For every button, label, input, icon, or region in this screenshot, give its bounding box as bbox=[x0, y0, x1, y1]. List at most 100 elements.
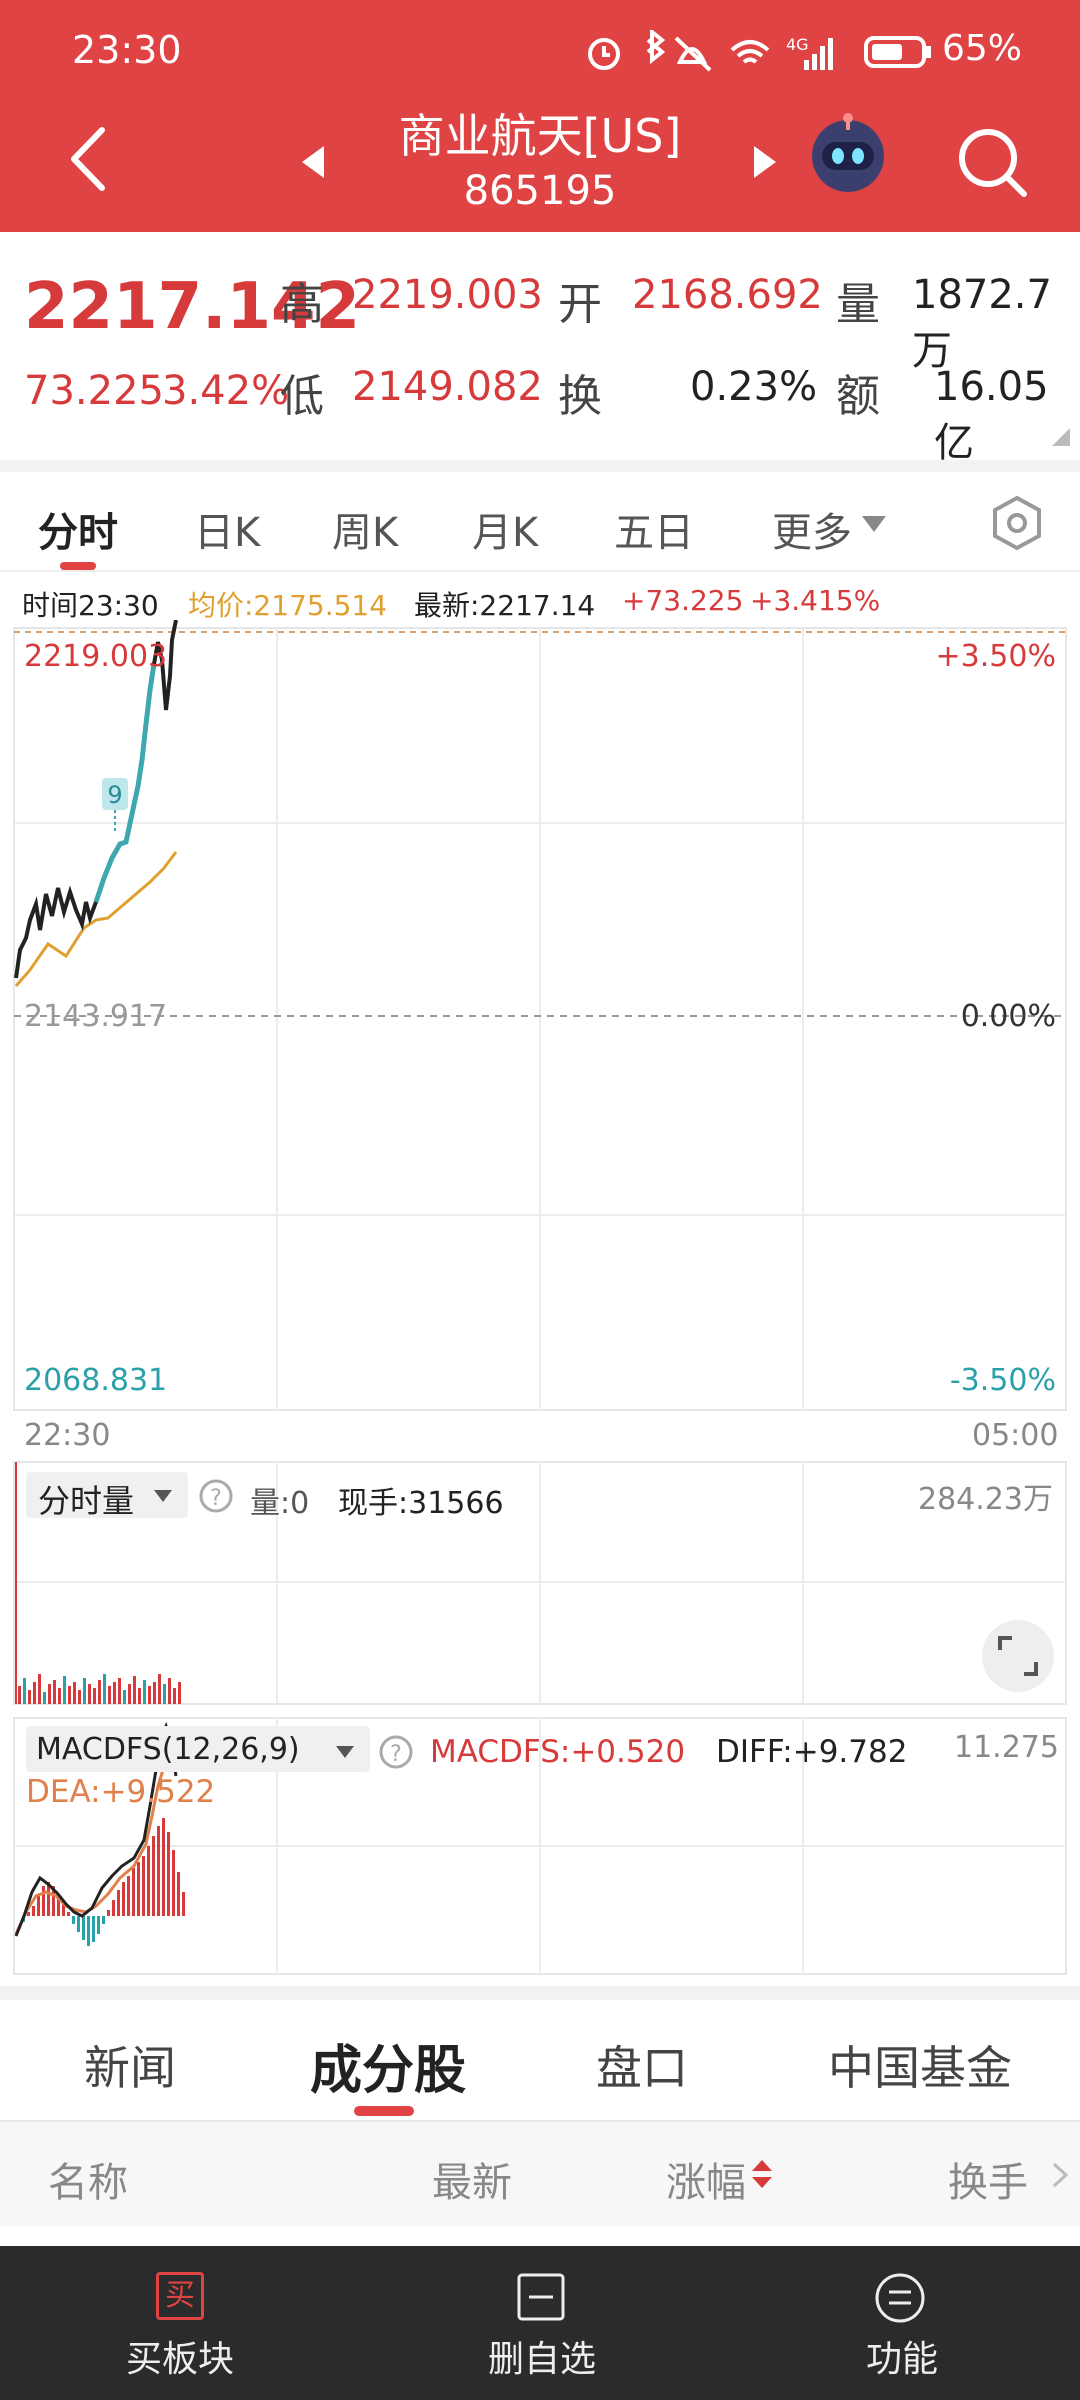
volume-bar bbox=[128, 1684, 131, 1704]
help-icon[interactable]: ? bbox=[378, 1734, 414, 1770]
next-item-icon[interactable] bbox=[752, 142, 782, 182]
volume-bar bbox=[178, 1682, 181, 1704]
buy-icon[interactable]: 买 bbox=[156, 2272, 204, 2320]
amount-value: 16.05亿 bbox=[934, 364, 1049, 466]
volume-dropdown-icon[interactable] bbox=[152, 1488, 174, 1504]
macd-selector-label: MACDFS(12,26,9) bbox=[36, 1732, 300, 1767]
current-price: 2217.142 bbox=[24, 270, 361, 344]
tab-more[interactable]: 更多 bbox=[772, 510, 852, 556]
menu-function-icon[interactable] bbox=[874, 2272, 926, 2324]
price-chart[interactable]: 9 2219.003 2143.917 2068.831 +3.50% 0.00… bbox=[0, 620, 1080, 1420]
volume-chart[interactable] bbox=[0, 1460, 1080, 1706]
function-button[interactable]: 功能 bbox=[866, 2339, 939, 2380]
volume-bar bbox=[163, 1684, 166, 1704]
diff-value: DIFF:+9.782 bbox=[716, 1734, 908, 1770]
list-header bbox=[0, 2122, 1080, 2226]
info-change-pct: +3.415% bbox=[750, 584, 881, 617]
fullscreen-icon[interactable] bbox=[998, 1636, 1038, 1676]
fullscreen-button[interactable] bbox=[982, 1620, 1054, 1692]
volume-bar bbox=[118, 1678, 121, 1704]
svg-text:?: ? bbox=[210, 1486, 222, 1511]
macd-bar bbox=[27, 1912, 30, 1916]
volume-bar bbox=[18, 1686, 21, 1704]
macd-selector[interactable] bbox=[26, 1726, 370, 1772]
macd-bar bbox=[162, 1818, 165, 1916]
macd-dropdown-icon[interactable] bbox=[334, 1744, 356, 1760]
pct-top-label: +3.50% bbox=[936, 639, 1056, 674]
macd-bar bbox=[167, 1832, 170, 1916]
back-icon[interactable] bbox=[64, 124, 114, 194]
avg-price-line bbox=[14, 851, 178, 987]
volume-bar bbox=[123, 1690, 126, 1704]
y-top-label: 2219.003 bbox=[24, 639, 167, 674]
macdfs-value: MACDFS:+0.520 bbox=[430, 1734, 686, 1770]
macd-bar bbox=[82, 1916, 85, 1940]
macd-bar bbox=[42, 1886, 45, 1916]
amount-label: 额 bbox=[836, 371, 880, 422]
header-bar: 23:30 4G 65% bbox=[0, 0, 1080, 232]
price-line-highlight bbox=[93, 663, 157, 903]
mute-icon bbox=[674, 36, 712, 72]
col-turnover[interactable]: 换手 bbox=[948, 2160, 1028, 2206]
macd-chart[interactable] bbox=[0, 1716, 1080, 1976]
y-bottom-label: 2068.831 bbox=[24, 1363, 167, 1398]
help-icon[interactable]: ? bbox=[198, 1478, 234, 1514]
macd-bar bbox=[127, 1876, 130, 1916]
index-code: 865195 bbox=[463, 168, 617, 214]
macd-bar bbox=[177, 1872, 180, 1916]
price-change: 73.225 bbox=[24, 368, 164, 414]
volume-bar bbox=[38, 1674, 41, 1704]
divider bbox=[0, 1986, 1080, 2000]
col-name[interactable]: 名称 bbox=[48, 2160, 128, 2206]
volume-bar bbox=[143, 1680, 146, 1704]
macd-bar bbox=[152, 1836, 155, 1916]
divider bbox=[0, 2120, 1080, 2122]
prev-item-icon[interactable] bbox=[296, 142, 326, 182]
high-value: 2219.003 bbox=[352, 272, 543, 318]
macd-bar bbox=[172, 1850, 175, 1916]
tab-order-book[interactable]: 盘口 bbox=[596, 2041, 688, 2095]
macd-bar bbox=[137, 1862, 140, 1916]
macd-bar bbox=[157, 1826, 160, 1916]
remove-watchlist-button[interactable]: 删自选 bbox=[488, 2339, 597, 2380]
macd-bar bbox=[122, 1882, 125, 1916]
macd-max: 11.275 bbox=[954, 1730, 1059, 1765]
sort-icon[interactable] bbox=[750, 2158, 774, 2190]
volume-bar bbox=[73, 1682, 76, 1704]
volume-bar bbox=[53, 1680, 56, 1704]
info-change: +73.225 bbox=[622, 584, 744, 617]
turnover-value: 0.23% bbox=[690, 364, 818, 410]
marker-badge bbox=[102, 778, 128, 810]
macd-bar bbox=[132, 1868, 135, 1916]
tab-intraday[interactable]: 分时 bbox=[38, 510, 118, 556]
volume-selector-label: 分时量 bbox=[38, 1482, 135, 1520]
search-icon[interactable] bbox=[954, 124, 1030, 200]
tab-china-funds[interactable]: 中国基金 bbox=[828, 2041, 1012, 2095]
volume-bar bbox=[158, 1674, 161, 1704]
open-value: 2168.692 bbox=[632, 272, 823, 318]
volume-bar bbox=[148, 1686, 151, 1704]
volume-bar bbox=[83, 1678, 86, 1704]
buy-sector-button[interactable]: 买板块 bbox=[126, 2339, 235, 2380]
volume-bar bbox=[58, 1688, 61, 1704]
volume-bar bbox=[93, 1688, 96, 1704]
turnover-label: 换 bbox=[558, 371, 602, 422]
volume-bar bbox=[28, 1690, 31, 1704]
tab-monthly-k[interactable]: 月K bbox=[472, 510, 539, 556]
tab-weekly-k[interactable]: 周K bbox=[332, 510, 399, 556]
col-latest[interactable]: 最新 bbox=[432, 2160, 512, 2206]
remove-watchlist-icon[interactable] bbox=[516, 2272, 566, 2322]
more-dropdown-icon[interactable] bbox=[860, 514, 888, 534]
macd-bar bbox=[182, 1892, 185, 1916]
tab-five-day[interactable]: 五日 bbox=[614, 510, 694, 556]
tab-news[interactable]: 新闻 bbox=[84, 2041, 176, 2095]
scroll-right-icon[interactable] bbox=[1050, 2160, 1070, 2190]
expand-corner-icon[interactable] bbox=[1050, 426, 1072, 448]
robot-assistant-icon[interactable] bbox=[806, 112, 890, 196]
macd-bar bbox=[52, 1886, 55, 1916]
tab-daily-k[interactable]: 日K bbox=[194, 510, 261, 556]
tab-components[interactable]: 成分股 bbox=[310, 2041, 467, 2101]
volume-bar bbox=[138, 1688, 141, 1704]
col-change[interactable]: 涨幅 bbox=[666, 2160, 746, 2206]
settings-hex-icon[interactable] bbox=[988, 494, 1046, 552]
